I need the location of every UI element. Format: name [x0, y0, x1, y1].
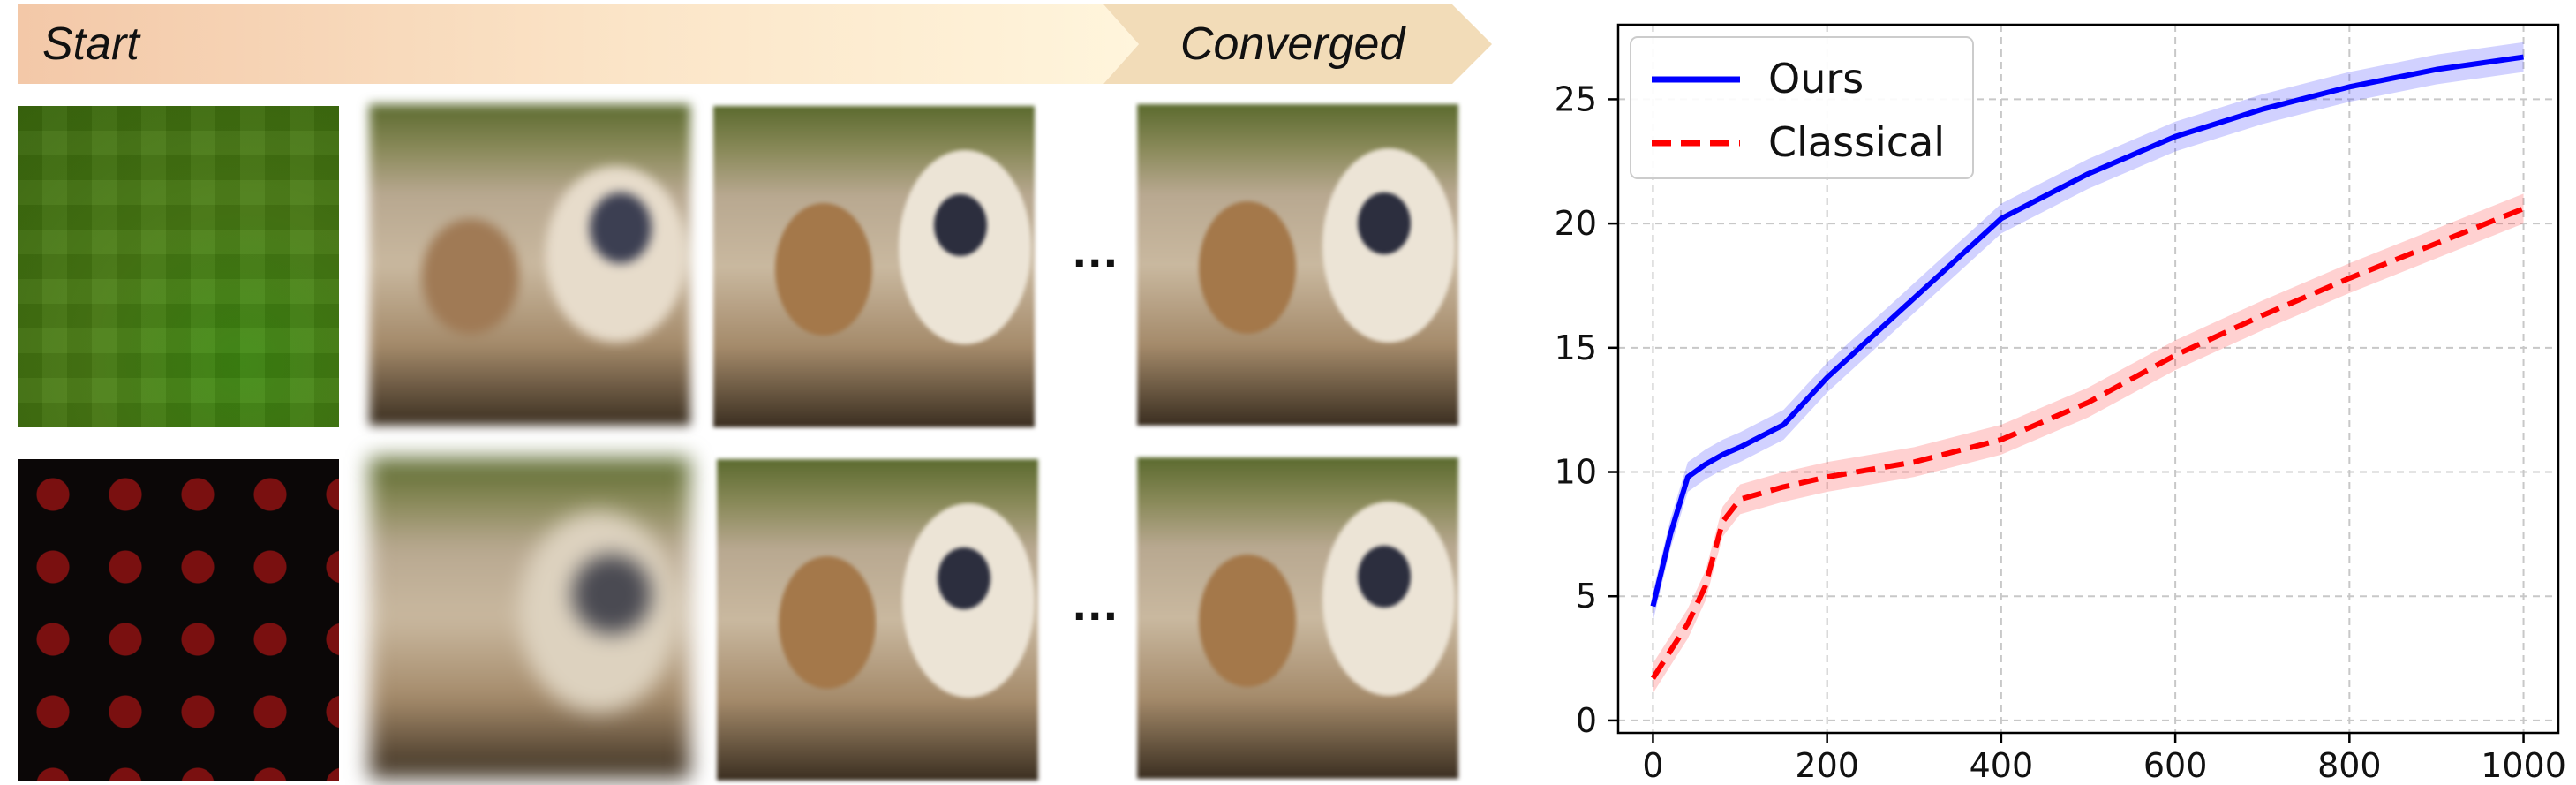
noise-image-start-row1 — [18, 106, 339, 427]
ellipsis-row2: ... — [1073, 575, 1119, 630]
series-band-1 — [1653, 193, 2524, 693]
noise-image-start-row2 — [18, 459, 339, 781]
converged-image-row1 — [1137, 104, 1458, 426]
y-tick-label: 15 — [1555, 328, 1597, 367]
y-tick-label: 25 — [1555, 79, 1597, 118]
banner-arrow-head — [1103, 4, 1492, 84]
converged-image-row2 — [1137, 457, 1458, 779]
legend-label-0: Ours — [1768, 55, 1864, 102]
line-chart: 0 200 400 600 800 1000 0 5 10 15 20 25 Ours Classical — [1555, 23, 2566, 785]
reconstruction-image-row2-step2 — [717, 459, 1038, 781]
reconstruction-image-row1-step1 — [369, 104, 690, 426]
series-line-1 — [1650, 206, 2525, 680]
x-tick-label: 400 — [1970, 746, 2034, 785]
series-line-0 — [1650, 54, 2524, 608]
x-tick-label: 0 — [1642, 746, 1663, 785]
y-tick-label: 5 — [1576, 577, 1597, 615]
ellipsis-row1: ... — [1073, 222, 1119, 277]
x-tick-label: 200 — [1795, 746, 1859, 785]
banner-end-label: Converged — [1180, 19, 1405, 70]
y-tick-label: 20 — [1555, 204, 1597, 243]
y-tick-label: 10 — [1555, 453, 1597, 492]
y-tick-label: 0 — [1576, 701, 1597, 740]
progress-banner — [18, 4, 1492, 84]
legend-label-1: Classical — [1768, 118, 1945, 166]
x-tick-label: 600 — [2143, 746, 2208, 785]
banner-start-label: Start — [42, 19, 139, 70]
reconstruction-image-row1-step2 — [713, 106, 1035, 427]
x-tick-label: 800 — [2317, 746, 2382, 785]
x-tick-label: 1000 — [2481, 746, 2566, 785]
plot-frame — [1616, 23, 2560, 735]
reconstruction-image-row2-step1 — [369, 457, 690, 779]
banner-arrow-body — [18, 4, 1139, 84]
